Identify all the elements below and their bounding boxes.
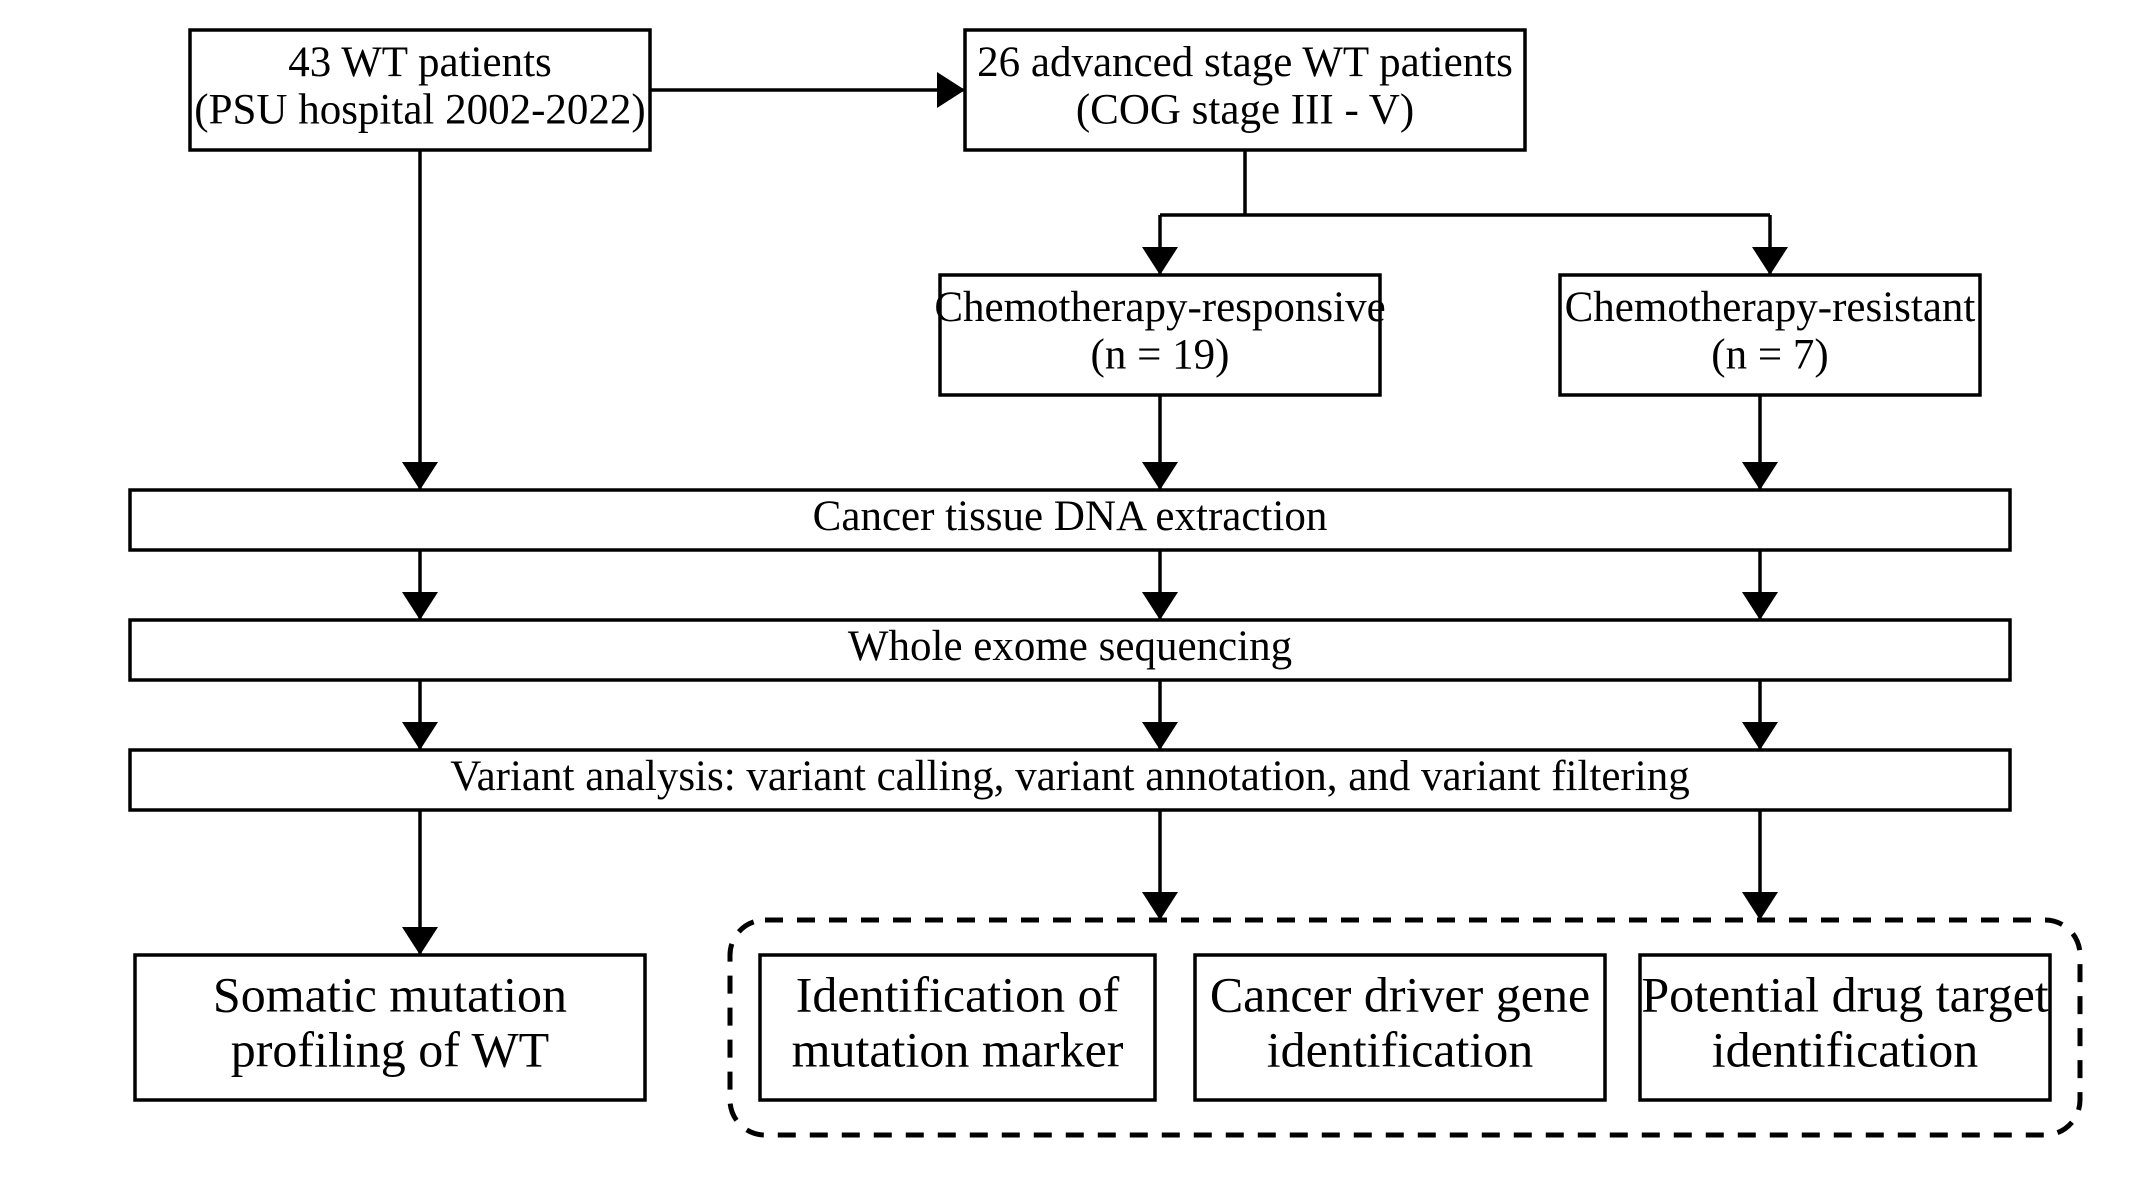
node-resistant-line1: Chemotherapy-resistant [1565, 284, 1976, 331]
node-wt26-line1: 26 advanced stage WT patients [977, 39, 1513, 86]
node-driver-line2: identification [1267, 1021, 1534, 1077]
node-drug-line2: identification [1712, 1021, 1979, 1077]
node-wes: Whole exome sequencing [130, 620, 2010, 680]
node-drug-line1: Potential drug target [1641, 966, 2048, 1022]
node-marker-line2: mutation marker [792, 1021, 1124, 1077]
node-dna-line1: Cancer tissue DNA extraction [813, 493, 1328, 540]
node-driver-line1: Cancer driver gene [1210, 966, 1590, 1022]
node-wt43: 43 WT patients(PSU hospital 2002-2022) [190, 30, 650, 150]
node-responsive-line1: Chemotherapy-responsive [934, 284, 1385, 331]
node-resistant-line2: (n = 7) [1711, 332, 1828, 379]
node-marker-line1: Identification of [796, 966, 1120, 1022]
node-somatic-line1: Somatic mutation [213, 966, 567, 1022]
node-wt43-line1: 43 WT patients [288, 39, 552, 86]
node-marker: Identification ofmutation marker [760, 955, 1155, 1100]
flowchart-canvas: 43 WT patients(PSU hospital 2002-2022) 26… [0, 0, 2142, 1179]
node-responsive-line2: (n = 19) [1091, 332, 1230, 379]
node-wt26: 26 advanced stage WT patients(COG stage … [965, 30, 1525, 150]
node-wt43-line2: (PSU hospital 2002-2022) [194, 87, 646, 134]
node-wes-line1: Whole exome sequencing [848, 623, 1292, 670]
node-wt26-line2: (COG stage III - V) [1076, 87, 1414, 134]
node-dna: Cancer tissue DNA extraction [130, 490, 2010, 550]
node-somatic: Somatic mutationprofiling of WT [135, 955, 645, 1100]
node-drug: Potential drug targetidentification [1640, 955, 2050, 1100]
node-somatic-line2: profiling of WT [231, 1021, 549, 1077]
node-variant: Variant analysis: variant calling, varia… [130, 750, 2010, 810]
node-responsive: Chemotherapy-responsive(n = 19) [934, 275, 1385, 395]
node-resistant: Chemotherapy-resistant(n = 7) [1560, 275, 1980, 395]
node-variant-line1: Variant analysis: variant calling, varia… [450, 753, 1689, 800]
node-driver: Cancer driver geneidentification [1195, 955, 1605, 1100]
